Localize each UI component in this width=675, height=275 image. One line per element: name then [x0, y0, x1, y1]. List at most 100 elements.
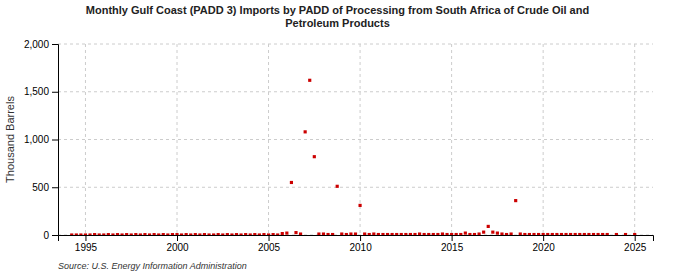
- point: [432, 233, 435, 235]
- point: [290, 181, 293, 184]
- point: [171, 233, 174, 235]
- tick: 1,500: [24, 86, 58, 97]
- chart: 199520002005201020152020202505001,0001,5…: [0, 0, 675, 275]
- point: [203, 233, 206, 235]
- tick-label: 1,000: [24, 134, 49, 145]
- point: [358, 204, 361, 207]
- point: [276, 233, 279, 235]
- grid-line: [58, 139, 653, 140]
- point: [400, 233, 403, 235]
- point: [413, 233, 416, 235]
- point: [487, 225, 490, 228]
- point: [523, 233, 526, 235]
- plot-area: 199520002005201020152020202505001,0001,5…: [24, 39, 654, 253]
- point: [226, 233, 229, 235]
- tick-mark: [52, 140, 58, 141]
- point: [377, 233, 380, 235]
- tick: 2025: [624, 235, 647, 253]
- point: [134, 233, 137, 235]
- point: [340, 232, 343, 235]
- point: [395, 233, 398, 235]
- tick-label: 500: [32, 182, 49, 193]
- point: [235, 233, 238, 235]
- title-line: Monthly Gulf Coast (PADD 3) Imports by P…: [86, 4, 589, 16]
- point: [436, 233, 439, 235]
- point: [79, 233, 82, 235]
- point: [473, 233, 476, 235]
- point: [304, 130, 307, 133]
- tick-mark: [52, 44, 58, 45]
- point: [285, 232, 288, 235]
- point: [482, 231, 485, 234]
- point: [477, 232, 480, 235]
- point: [336, 185, 339, 188]
- point: [496, 232, 499, 235]
- point: [633, 233, 636, 235]
- point: [505, 233, 508, 235]
- point: [93, 233, 96, 235]
- point: [445, 233, 448, 235]
- point: [185, 233, 188, 235]
- point: [363, 232, 366, 235]
- point: [98, 233, 101, 235]
- tick: 2,000: [24, 39, 58, 50]
- point: [267, 233, 270, 235]
- point: [464, 232, 467, 235]
- point: [217, 233, 220, 235]
- point: [409, 233, 412, 235]
- tick-mark: [543, 235, 544, 241]
- axis-line: [59, 236, 654, 242]
- tick-mark: [177, 235, 178, 241]
- title: Monthly Gulf Coast (PADD 3) Imports by P…: [86, 4, 589, 29]
- tick-mark: [52, 92, 58, 93]
- axis-line: [52, 45, 59, 236]
- point: [166, 233, 169, 235]
- point: [450, 233, 453, 235]
- grid-line: [451, 44, 452, 235]
- grid-line: [58, 91, 653, 92]
- point: [491, 231, 494, 234]
- tick-label: 1995: [75, 242, 98, 253]
- point: [244, 233, 247, 235]
- point: [102, 233, 105, 235]
- tick-mark: [635, 235, 636, 241]
- point: [207, 233, 210, 235]
- grid-line: [85, 44, 86, 235]
- point: [253, 233, 256, 235]
- tick: 2010: [349, 235, 372, 253]
- tick-label: 1,500: [24, 86, 49, 97]
- y-axis: 05001,0001,5002,000: [24, 39, 59, 241]
- point: [299, 232, 302, 235]
- point: [120, 233, 123, 235]
- tick: 1,000: [24, 134, 58, 145]
- point: [70, 233, 73, 235]
- point: [107, 233, 110, 235]
- point: [88, 233, 91, 235]
- point: [624, 233, 627, 235]
- point: [555, 233, 558, 235]
- tick-label: 2020: [533, 242, 556, 253]
- point: [519, 232, 522, 235]
- point: [386, 233, 389, 235]
- point: [308, 79, 311, 82]
- point: [542, 233, 545, 235]
- point: [372, 232, 375, 235]
- point: [175, 233, 178, 235]
- point: [331, 233, 334, 235]
- tick-mark: [85, 235, 86, 241]
- point: [514, 199, 517, 202]
- point: [427, 233, 430, 235]
- point: [560, 233, 563, 235]
- point: [455, 233, 458, 235]
- point: [162, 233, 165, 235]
- tick-mark: [452, 235, 453, 241]
- point: [111, 233, 114, 235]
- point: [249, 233, 252, 235]
- point: [313, 155, 316, 158]
- point: [528, 233, 531, 235]
- grid-line: [58, 44, 653, 45]
- tick: 2000: [166, 235, 189, 253]
- tick-label: 2010: [349, 242, 372, 253]
- title-line: Petroleum Products: [285, 17, 390, 29]
- point: [143, 233, 146, 235]
